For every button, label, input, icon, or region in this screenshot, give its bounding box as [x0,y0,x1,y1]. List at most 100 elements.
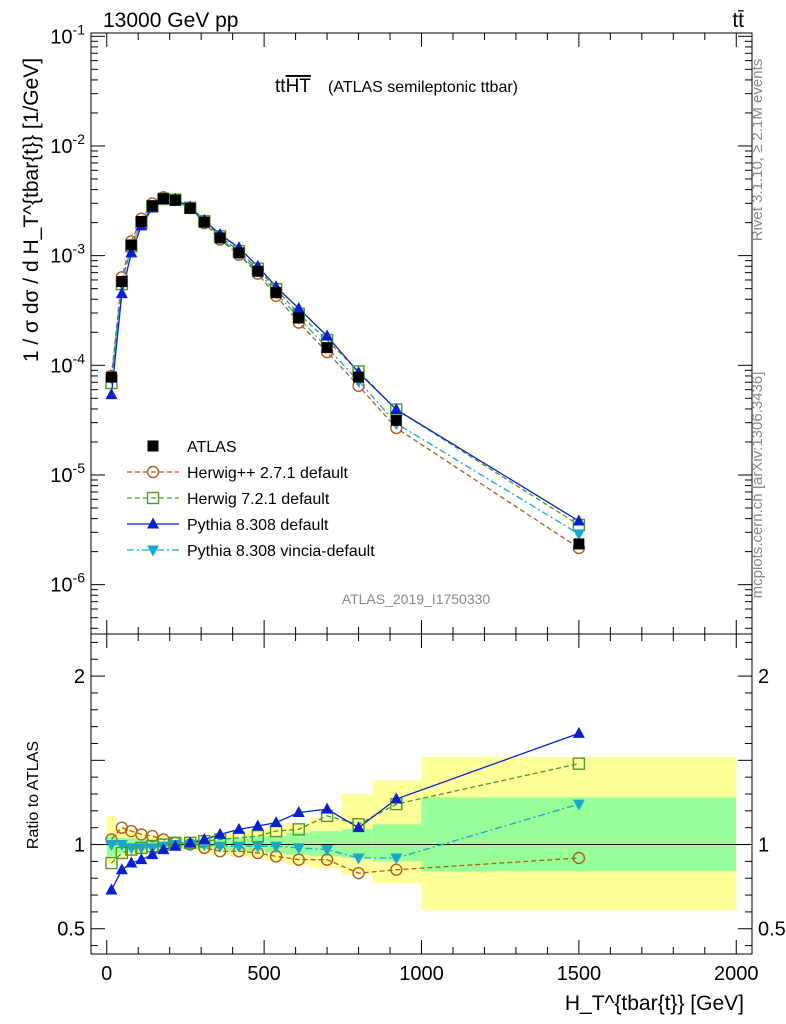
ratio-point-pythia-8-308-default [390,792,403,804]
legend: ATLAS Herwig++ 2.7.1 default Herwig 7.2.1 … [127,439,375,560]
ratio-point-pythia-8-308-vincia-default [232,841,245,853]
analysis-id: ATLAS_2019_I1750330 [342,591,491,607]
ratio-point-pythia-8-308-vincia-default [292,843,305,855]
uncertainty-bands [106,756,737,911]
ratio-point-pythia-8-308-vincia-default [270,841,283,853]
ratio-point-herwig-7-2-1-default [251,829,265,843]
rivet-version-label: Rivet 3.1.10, ≥ 2.1M events [749,59,766,242]
ratio-point-pythia-8-308-default [184,836,197,848]
ratio-point-pythia-8-308-default [169,839,182,851]
main-point-atlas [573,538,585,550]
ratio-point-pythia-8-308-vincia-default [321,845,334,857]
main-point-atlas [135,215,147,227]
ratio-y-tick-label: 1 [758,835,769,857]
main-point-pythia-8-308-vincia-default [572,529,585,541]
main-point-atlas [105,371,117,383]
legend-marker-pythia-8-308-default [147,517,159,529]
main-line-pythia-8-308-vincia-default [110,198,580,535]
ratio-point-pythia-8-308-default [251,819,264,831]
ratio-y-axis-label: Ratio to ATLAS [25,741,42,849]
ratio-point-pythia-8-308-default [232,822,245,834]
x-axis-label: H_T^{tbar{t}} [GeV] [565,992,744,1015]
ratio-point-herwig-2-7-1-default [146,829,159,843]
main-y-tick-label: 10-3 [50,241,85,268]
series-markers [105,191,586,895]
title-overline: HT [286,76,312,97]
main-point-pythia-8-308-default [572,514,585,526]
x-tick-label: 2000 [714,963,759,985]
main-point-atlas [125,239,137,251]
main-point-pythia-8-308-default [292,301,305,313]
ratio-point-herwig-7-2-1-default [105,856,118,870]
plot-title: ttHT (ATLAS semileptonic ttbar) [275,76,518,97]
ratio-point-pythia-8-308-default [115,863,128,875]
ratio-point-pythia-8-308-vincia-default [105,840,118,852]
ratio-point-pythia-8-308-default [105,883,118,895]
main-y-tick-label: 10-4 [50,350,85,377]
ratio-point-pythia-8-308-default [146,848,159,860]
main-point-atlas [270,287,282,299]
ratio-y-tick-label: 0.5 [758,919,786,941]
ratio-band-inner [341,829,373,858]
main-point-pythia-8-308-default [105,388,118,400]
ratio-point-pythia-8-308-vincia-default [390,853,403,865]
legend-label-pythia-8-308-default: Pythia 8.308 default [187,517,329,534]
svg-text:ttHT: ttHT [275,76,311,97]
x-tick-label: 0 [101,963,112,985]
main-y-tick-label: 10-2 [50,131,85,158]
main-point-atlas [321,342,333,354]
main-point-atlas [157,193,169,205]
ratio-point-pythia-8-308-default [198,832,211,844]
ratio-point-herwig-7-2-1-default [292,823,305,836]
ratio-point-pythia-8-308-default [321,802,334,814]
ratio-point-pythia-8-308-default [352,821,365,833]
x-tick-label: 500 [247,963,280,985]
title-main: tt [275,76,286,97]
ratio-point-pythia-8-308-vincia-default [572,799,585,811]
legend-marker-herwig-2-7-1-default [146,465,160,479]
ratio-point-pythia-8-308-default [270,816,283,828]
ratio-point-herwig-2-7-1-default [352,866,365,880]
legend-marker-pythia-8-308-vincia-default [147,545,159,557]
ratio-point-herwig-7-2-1-default [572,757,586,770]
title-rest: (ATLAS semileptonic ttbar) [328,79,518,96]
legend-label-herwig-7-2-1-default: Herwig 7.2.1 default [187,491,330,508]
legend-label-herwig-2-7-1-default: Herwig++ 2.7.1 default [187,465,349,482]
legend-marker-atlas [147,440,159,452]
main-point-pythia-8-308-default [390,403,403,415]
ratio-line-herwig-2-7-1-default [110,826,579,874]
main-y-tick-label: 10-1 [50,21,85,48]
ratio-point-pythia-8-308-vincia-default [135,843,148,855]
main-y-tick-label: 10-6 [50,570,85,597]
legend-marker-herwig-7-2-1-default [146,491,160,505]
main-line-herwig-2-7-1-default [110,196,580,549]
ratio-point-pythia-8-308-vincia-default [251,841,264,853]
x-tick-label: 1500 [557,963,602,985]
main-point-atlas [353,371,365,383]
main-point-atlas [146,200,158,212]
legend-label-pythia-8-308-vincia-default: Pythia 8.308 vincia-default [187,543,375,560]
header-right: tt̄ [732,9,744,32]
ratio-point-pythia-8-308-vincia-default [115,840,128,852]
axes: 10-6 10-5 10-4 10-3 10-2 10-1 0.5 0.5 1 1 2 2 0 500 10… [50,21,786,985]
ratio-point-pythia-8-308-vincia-default [125,843,138,855]
ratio-point-pythia-8-308-default [214,827,227,839]
main-point-atlas [252,265,264,277]
main-y-tick-label: 10-5 [50,460,85,487]
ratio-line-pythia-8-308-vincia-default [111,803,580,859]
main-point-atlas [233,247,245,259]
ratio-y-tick-label: 1 [74,835,85,857]
legend-label-atlas: ATLAS [187,439,237,456]
main-y-axis-label: 1 / σ dσ / d H_T^{tbar{t}} [1/GeV] [20,58,43,362]
x-tick-label: 1000 [399,963,444,985]
ratio-point-pythia-8-308-default [125,856,138,868]
main-point-atlas [293,312,305,324]
ratio-point-pythia-8-308-default [572,726,585,738]
ratio-y-tick-label: 2 [74,666,85,688]
ratio-point-pythia-8-308-vincia-default [214,841,227,853]
main-point-atlas [169,194,181,206]
ratio-y-tick-label: 2 [758,666,769,688]
main-point-pythia-8-308-default [321,329,334,341]
mcplots-label: mcplots.cern.ch [arXiv:1306.3436] [749,372,766,599]
